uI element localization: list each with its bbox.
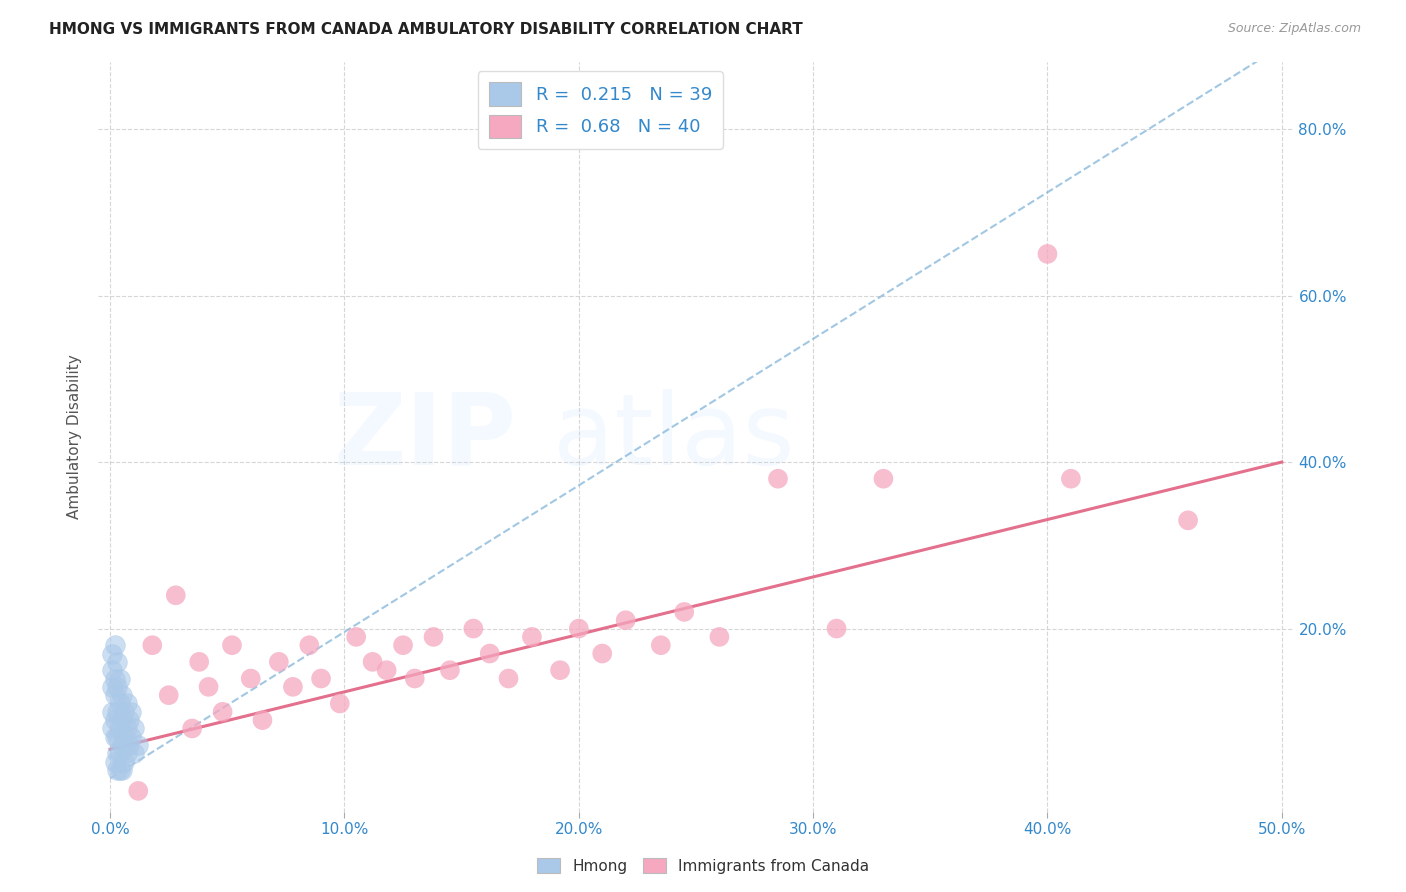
Point: [344, 630, 367, 644]
Text: HMONG VS IMMIGRANTS FROM CANADA AMBULATORY DISABILITY CORRELATION CHART: HMONG VS IMMIGRANTS FROM CANADA AMBULATO…: [49, 22, 803, 37]
Point: [112, 705, 135, 719]
Point: [104, 672, 127, 686]
Point: [361, 655, 384, 669]
Point: [141, 638, 163, 652]
Point: [115, 722, 138, 736]
Point: [478, 647, 501, 661]
Point: [108, 672, 131, 686]
Point: [211, 705, 233, 719]
Text: Source: ZipAtlas.com: Source: ZipAtlas.com: [1227, 22, 1361, 36]
Point: [181, 722, 204, 736]
Point: [1036, 247, 1059, 261]
Point: [111, 738, 134, 752]
Point: [392, 638, 415, 652]
Point: [115, 747, 138, 761]
Point: [568, 622, 591, 636]
Point: [520, 630, 543, 644]
Point: [111, 688, 134, 702]
Point: [650, 638, 672, 652]
Point: [108, 747, 131, 761]
Point: [309, 672, 332, 686]
Point: [118, 713, 141, 727]
Point: [157, 688, 180, 702]
Legend: Hmong, Immigrants from Canada: Hmong, Immigrants from Canada: [531, 852, 875, 880]
Point: [825, 622, 848, 636]
Point: [105, 730, 128, 744]
Point: [104, 755, 127, 769]
Point: [1177, 513, 1199, 527]
Point: [298, 638, 321, 652]
Point: [329, 697, 352, 711]
Point: [281, 680, 304, 694]
Point: [197, 680, 219, 694]
Point: [127, 738, 149, 752]
Point: [111, 763, 134, 777]
Point: [111, 713, 134, 727]
Point: [101, 680, 124, 694]
Point: [252, 713, 274, 727]
Point: [709, 630, 731, 644]
Point: [104, 638, 127, 652]
Point: [375, 663, 398, 677]
Point: [614, 613, 637, 627]
Point: [1060, 472, 1083, 486]
Point: [872, 472, 894, 486]
Point: [120, 730, 142, 744]
Point: [239, 672, 262, 686]
Point: [673, 605, 696, 619]
Point: [105, 747, 128, 761]
Legend: R =  0.215   N = 39, R =  0.68   N = 40: R = 0.215 N = 39, R = 0.68 N = 40: [478, 71, 723, 149]
Point: [104, 688, 127, 702]
Point: [105, 763, 128, 777]
Text: ZIP: ZIP: [333, 389, 517, 485]
Point: [105, 655, 128, 669]
Point: [165, 588, 187, 602]
Y-axis label: Ambulatory Disability: Ambulatory Disability: [67, 355, 83, 519]
Point: [463, 622, 485, 636]
Point: [498, 672, 520, 686]
Point: [108, 697, 131, 711]
Point: [101, 647, 124, 661]
Point: [118, 738, 141, 752]
Point: [422, 630, 444, 644]
Point: [101, 663, 124, 677]
Point: [122, 722, 145, 736]
Point: [104, 730, 127, 744]
Point: [108, 763, 131, 777]
Point: [404, 672, 426, 686]
Point: [115, 697, 138, 711]
Point: [105, 705, 128, 719]
Point: [548, 663, 571, 677]
Point: [101, 722, 124, 736]
Point: [221, 638, 243, 652]
Point: [267, 655, 290, 669]
Point: [101, 705, 124, 719]
Point: [188, 655, 211, 669]
Point: [104, 713, 127, 727]
Point: [112, 730, 135, 744]
Point: [591, 647, 613, 661]
Point: [105, 680, 128, 694]
Point: [127, 784, 149, 798]
Text: atlas: atlas: [553, 389, 794, 485]
Point: [122, 747, 145, 761]
Point: [108, 722, 131, 736]
Point: [439, 663, 461, 677]
Point: [112, 755, 135, 769]
Point: [120, 705, 142, 719]
Point: [766, 472, 789, 486]
